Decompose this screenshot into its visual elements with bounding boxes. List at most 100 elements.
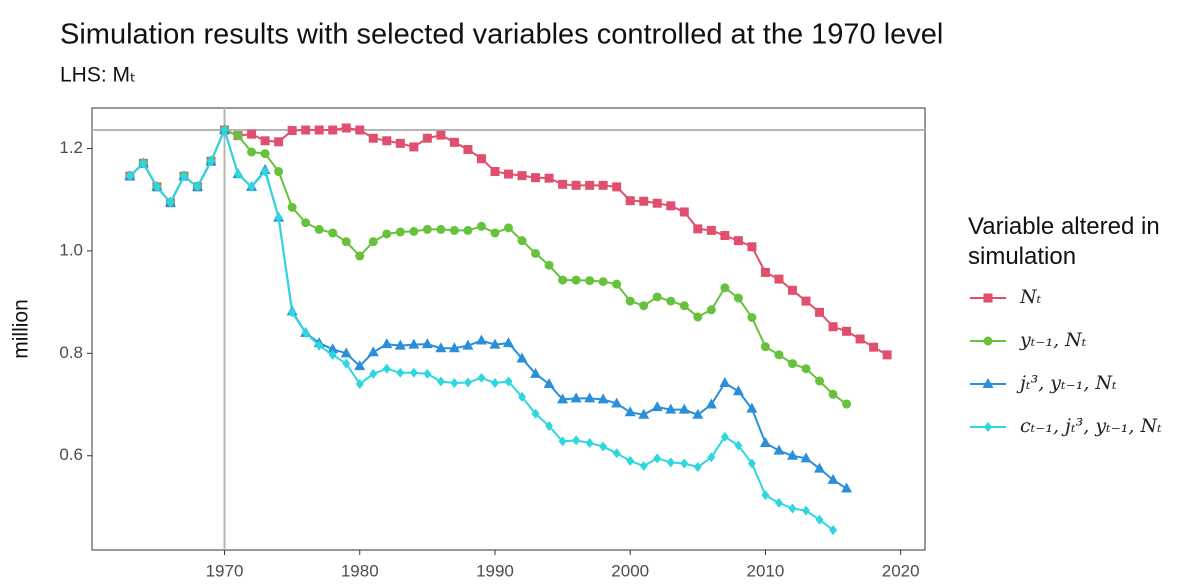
marker xyxy=(382,229,392,239)
marker xyxy=(394,339,406,350)
marker xyxy=(328,228,338,238)
marker xyxy=(490,378,499,389)
marker xyxy=(544,260,554,270)
marker xyxy=(652,198,662,208)
chart-title: Simulation results with selected variabl… xyxy=(60,19,943,51)
marker xyxy=(720,431,729,442)
marker xyxy=(841,482,853,493)
marker xyxy=(612,182,622,192)
marker xyxy=(287,126,297,136)
marker xyxy=(598,277,608,287)
marker xyxy=(423,368,432,379)
marker xyxy=(327,343,339,354)
marker xyxy=(747,458,756,469)
marker xyxy=(490,167,500,177)
marker xyxy=(504,169,513,179)
marker xyxy=(475,334,487,345)
marker xyxy=(517,171,527,181)
marker xyxy=(355,125,365,135)
marker xyxy=(341,237,351,247)
y-tick-label: 0.8 xyxy=(59,343,83,362)
marker xyxy=(125,171,134,182)
marker xyxy=(354,360,366,371)
marker xyxy=(409,226,419,236)
marker xyxy=(625,196,635,206)
marker xyxy=(774,274,784,284)
marker xyxy=(462,339,474,350)
marker xyxy=(409,142,419,152)
marker xyxy=(477,372,486,383)
marker xyxy=(801,296,811,306)
marker xyxy=(612,279,622,289)
marker xyxy=(572,435,581,446)
marker xyxy=(314,125,324,135)
marker xyxy=(315,340,324,351)
marker xyxy=(692,408,704,419)
marker xyxy=(395,138,405,148)
marker xyxy=(193,181,202,192)
marker xyxy=(342,358,351,369)
marker xyxy=(558,179,568,189)
legend-title: Variable altered in simulation xyxy=(968,213,1160,270)
marker xyxy=(679,207,689,217)
marker xyxy=(166,197,175,208)
marker xyxy=(207,156,215,167)
marker xyxy=(625,296,635,306)
marker xyxy=(558,275,568,285)
marker xyxy=(584,392,596,403)
marker xyxy=(720,283,730,293)
marker xyxy=(719,377,731,388)
marker xyxy=(504,223,513,233)
marker xyxy=(557,393,569,404)
marker xyxy=(531,408,540,419)
marker xyxy=(693,312,703,322)
marker xyxy=(355,379,364,390)
series-line xyxy=(129,126,888,356)
marker xyxy=(800,452,812,463)
marker xyxy=(408,338,420,349)
x-tick-label: 2000 xyxy=(611,561,649,580)
marker xyxy=(260,136,270,146)
marker xyxy=(314,224,324,234)
marker xyxy=(829,525,838,536)
series-line xyxy=(129,127,848,490)
marker xyxy=(855,334,865,344)
marker xyxy=(815,307,825,317)
chart-subtitle: LHS: Mₜ xyxy=(60,64,136,87)
marker xyxy=(435,342,447,353)
marker xyxy=(382,363,391,374)
marker xyxy=(543,378,555,389)
marker xyxy=(531,248,541,258)
marker xyxy=(381,338,393,349)
x-tick-label: 1980 xyxy=(341,561,379,580)
marker xyxy=(449,137,459,147)
y-tick-label: 0.6 xyxy=(59,445,83,464)
marker xyxy=(368,237,378,247)
marker xyxy=(544,173,554,183)
marker xyxy=(571,180,581,190)
marker xyxy=(449,225,459,235)
marker xyxy=(611,397,623,408)
marker xyxy=(746,402,758,413)
marker xyxy=(233,131,243,141)
marker xyxy=(815,376,825,386)
marker xyxy=(436,376,445,387)
marker xyxy=(382,136,392,146)
marker xyxy=(395,227,405,237)
marker xyxy=(733,236,743,246)
marker xyxy=(287,202,297,212)
marker xyxy=(261,166,270,177)
marker xyxy=(463,144,473,154)
marker xyxy=(747,242,757,252)
marker xyxy=(747,312,757,322)
legend-label: jₜ³, yₜ₋₁, Nₜ xyxy=(1016,372,1117,394)
marker xyxy=(274,167,284,177)
x-tick-label: 1990 xyxy=(476,561,514,580)
marker xyxy=(531,173,541,183)
marker xyxy=(476,154,486,164)
marker xyxy=(732,385,744,396)
marker xyxy=(612,448,621,459)
marker xyxy=(787,359,797,369)
marker xyxy=(260,149,270,159)
